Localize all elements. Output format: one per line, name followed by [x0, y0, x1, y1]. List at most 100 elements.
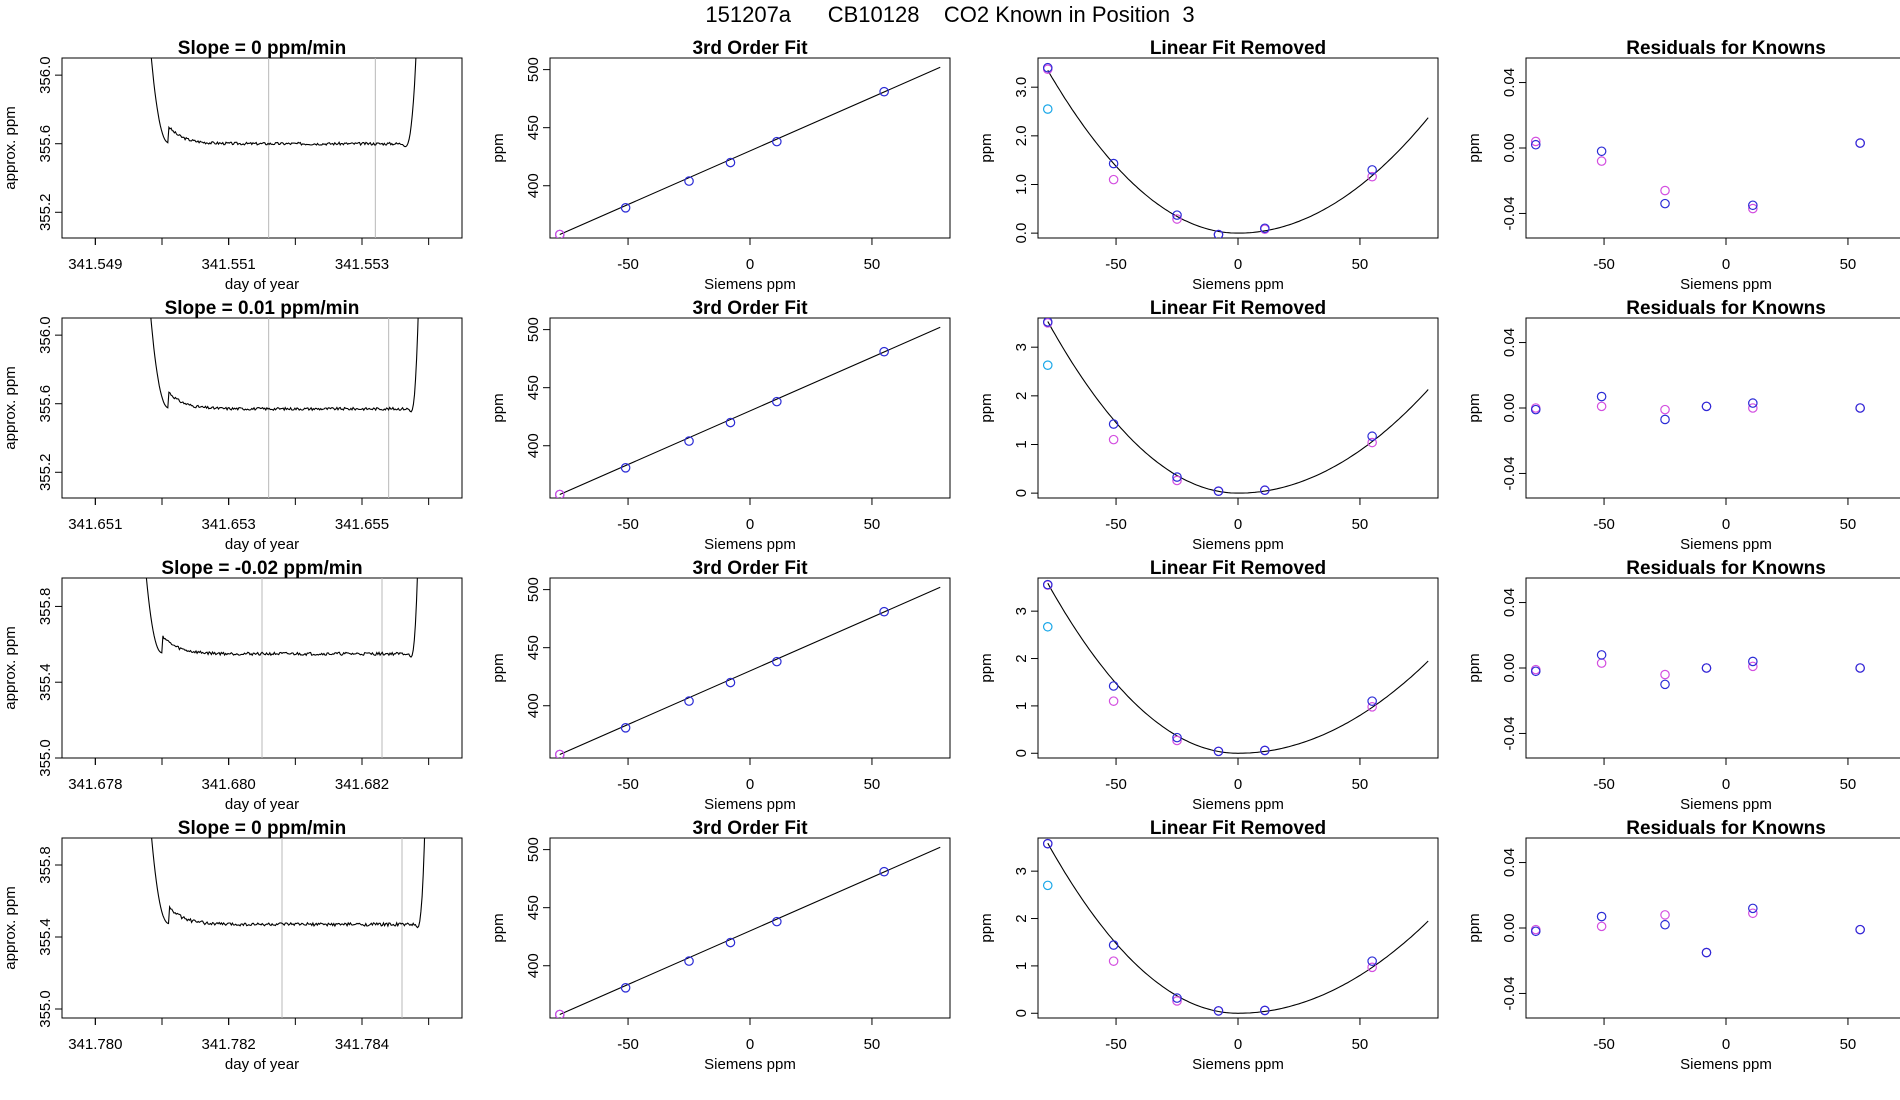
y-tick-label: 2	[1013, 654, 1030, 662]
x-axis-label: Siemens ppm	[1192, 796, 1284, 813]
x-tick-label: -50	[1593, 516, 1615, 533]
data-point-blue	[1367, 165, 1377, 175]
plot-area	[150, 318, 419, 498]
x-tick-label: 0	[746, 1036, 754, 1053]
y-tick-label: 0.04	[1501, 848, 1518, 877]
data-point-magenta	[1172, 475, 1182, 486]
x-tick-label: 50	[1352, 776, 1369, 793]
panel-2-4: Residuals for Knowns Siemens ppm ppm -0.04 0…	[1466, 298, 1900, 553]
panel-title: 3rd Order Fit	[692, 38, 808, 59]
data-point-magenta	[1748, 661, 1758, 672]
plot-area	[554, 326, 941, 498]
y-axis-label: ppm	[1466, 393, 1483, 422]
data-point-magenta	[1748, 908, 1758, 919]
data-point-magenta	[1596, 401, 1607, 412]
plot-frame	[549, 837, 951, 1019]
y-tick-label: 355.6	[37, 125, 54, 163]
plot-area	[1530, 650, 1865, 690]
plot-frame	[549, 317, 951, 499]
x-tick-label: 341.653	[202, 516, 256, 533]
data-point-magenta	[1367, 702, 1377, 712]
y-axis-label: ppm	[490, 133, 507, 162]
panel-title: Residuals for Knowns	[1626, 38, 1826, 59]
x-tick-label: -50	[617, 516, 639, 533]
data-point-blue	[1260, 223, 1270, 234]
data-point-blue	[1260, 485, 1270, 496]
x-tick-label: -50	[617, 1036, 639, 1053]
x-axis-label: day of year	[225, 1056, 299, 1073]
data-point-magenta	[1530, 136, 1541, 147]
data-point-blue	[1530, 666, 1541, 677]
panel-title: 3rd Order Fit	[692, 558, 808, 579]
data-point-blue	[1660, 679, 1670, 690]
data-point-magenta	[1596, 156, 1607, 166]
x-tick-label: 341.551	[202, 256, 256, 273]
panel-1-1: Slope = 0 ppm/min day of year approx. ppm 3…	[2, 38, 463, 293]
x-tick-label: -50	[1593, 1036, 1615, 1053]
data-point	[879, 866, 889, 877]
data-point-blue	[1260, 745, 1270, 756]
x-tick-label: 50	[1352, 516, 1369, 533]
x-tick-label: 50	[1352, 256, 1369, 273]
data-point-blue	[1701, 947, 1712, 958]
co2-trace	[150, 318, 419, 413]
panel-title: Residuals for Knowns	[1626, 818, 1826, 839]
data-point	[684, 696, 694, 706]
y-tick-label: 355.0	[37, 739, 54, 777]
data-point-blue	[1596, 911, 1607, 922]
y-tick-label: 3	[1013, 867, 1030, 875]
panel-2-2: 3rd Order Fit Siemens ppm ppm 400 450 500 -50 0…	[490, 298, 951, 553]
data-point-magenta	[1660, 185, 1670, 196]
plot-frame	[549, 57, 951, 239]
x-tick-label: 0	[1722, 516, 1730, 533]
y-axis-label: approx. ppm	[2, 886, 19, 969]
panel-title: Linear Fit Removed	[1150, 38, 1326, 59]
x-axis-label: Siemens ppm	[704, 276, 796, 293]
data-point-blue	[1213, 486, 1224, 496]
y-axis-label: ppm	[978, 133, 995, 162]
panel-4-1: Slope = 0 ppm/min day of year approx. ppm 3…	[2, 818, 463, 1073]
data-point-blue	[1701, 663, 1712, 673]
x-tick-label: 0	[746, 256, 754, 273]
fit-line	[559, 326, 941, 496]
panel-1-2: 3rd Order Fit Siemens ppm ppm 400 450 500 -50 0…	[490, 38, 951, 293]
plot-frame	[1525, 837, 1900, 1019]
y-tick-label: 355.2	[37, 194, 54, 232]
x-tick-label: 50	[864, 256, 881, 273]
data-point-blue	[1108, 158, 1119, 169]
x-tick-label: 341.549	[68, 256, 122, 273]
y-tick-label: -0.04	[1501, 456, 1518, 490]
data-point-blue	[1213, 746, 1224, 757]
y-axis-label: ppm	[1466, 133, 1483, 162]
plot-frame	[1525, 317, 1900, 499]
y-tick-label: 0	[1013, 749, 1030, 757]
data-point-blue	[1172, 993, 1182, 1003]
plot-area	[145, 578, 418, 758]
data-point	[554, 489, 565, 498]
data-point-blue	[1855, 924, 1865, 935]
data-point-blue	[1108, 419, 1119, 429]
y-tick-label: 400	[525, 433, 542, 458]
y-axis-label: ppm	[1466, 653, 1483, 682]
x-tick-label: 341.682	[335, 776, 389, 793]
panel-title: 3rd Order Fit	[692, 818, 808, 839]
plot-frame	[1037, 577, 1439, 759]
data-point-blue	[1855, 138, 1865, 148]
plot-area	[554, 586, 941, 758]
data-point	[725, 417, 736, 428]
y-tick-label: 355.2	[37, 454, 54, 492]
panel-3-2: 3rd Order Fit Siemens ppm ppm 400 450 500 -50 0…	[490, 558, 951, 813]
y-tick-label: -0.04	[1501, 716, 1518, 750]
panel-1-4: Residuals for Knowns Siemens ppm ppm -0.04 0…	[1466, 38, 1900, 293]
y-tick-label: 0.04	[1501, 588, 1518, 617]
data-point-blue	[1660, 919, 1670, 930]
data-point-blue	[1701, 401, 1712, 412]
co2-trace	[151, 838, 426, 929]
plot-area	[1530, 136, 1865, 214]
y-tick-label: 0.04	[1501, 68, 1518, 97]
data-point-cyan	[1042, 360, 1053, 370]
y-axis-label: ppm	[978, 913, 995, 942]
y-tick-label: 0.0	[1013, 223, 1030, 244]
y-tick-label: 355.4	[37, 918, 54, 956]
data-point-blue	[1530, 926, 1541, 937]
